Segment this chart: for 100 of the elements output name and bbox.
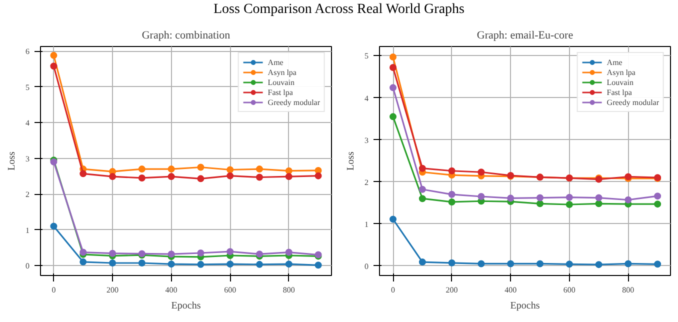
y-tick-label: 6	[26, 47, 30, 56]
point	[285, 173, 292, 180]
legend-label: Greedy modular	[606, 97, 659, 107]
y-tick-label: 4	[26, 118, 30, 128]
legend-label: Fast lpa	[268, 87, 293, 97]
y-tick-label: 0	[26, 261, 30, 270]
point	[138, 260, 146, 266]
point	[536, 194, 544, 202]
point	[285, 248, 292, 256]
y-tick-label: 3	[26, 154, 30, 164]
legend-label: Greedy modular	[268, 97, 320, 107]
point	[226, 248, 234, 256]
point	[226, 260, 234, 268]
point	[285, 167, 292, 174]
point	[390, 64, 397, 72]
x-tick-label: 800	[622, 286, 634, 294]
legend-label: Louvain	[268, 77, 294, 87]
text: Loss Comparison Across Real World Graphs	[214, 1, 464, 19]
point	[109, 173, 116, 180]
point	[418, 195, 426, 202]
legend-label: Fast lpa	[606, 87, 632, 97]
legend-label: Asyn lpa	[606, 67, 636, 77]
point	[226, 172, 234, 180]
point	[624, 196, 632, 204]
x-tick-label: 600	[563, 286, 576, 294]
y-tick-label: 1	[26, 226, 30, 235]
legend-label: Louvain	[606, 77, 634, 87]
point	[478, 168, 485, 176]
point	[109, 260, 116, 266]
point	[390, 216, 397, 223]
point	[50, 62, 58, 70]
point	[566, 194, 573, 201]
legend-label: Ame	[268, 57, 284, 67]
x-tick-label: 400	[504, 286, 517, 294]
x-tick-label: 400	[165, 286, 178, 294]
point	[536, 200, 544, 208]
chart-title: Graph: email-Eu-core	[476, 30, 574, 42]
y-tick-label: 1	[364, 220, 368, 229]
point	[448, 198, 456, 206]
point	[536, 260, 544, 268]
y-tick-label: 0	[364, 262, 368, 271]
point	[80, 258, 87, 266]
point	[256, 174, 263, 181]
chart-title: Graph: combination	[142, 30, 231, 42]
legend-label: Ame	[606, 57, 624, 67]
point	[138, 166, 146, 173]
point	[390, 113, 397, 120]
point	[314, 262, 322, 269]
y-axis-title: Loss	[346, 151, 356, 170]
point	[654, 260, 662, 268]
y-tick-label: 5	[364, 52, 368, 61]
point	[418, 258, 426, 266]
y-tick-label: 4	[364, 94, 368, 103]
point	[654, 200, 662, 208]
point	[595, 261, 602, 268]
point	[478, 193, 485, 200]
point	[197, 250, 204, 256]
y-tick-label: 2	[364, 178, 368, 187]
point	[197, 175, 204, 182]
point	[256, 260, 263, 268]
point	[566, 260, 573, 268]
point	[478, 260, 485, 268]
point	[566, 200, 573, 208]
x-tick-label: 0	[52, 286, 56, 294]
legend-label: Asyn lpa	[268, 67, 296, 77]
point	[197, 164, 204, 171]
point	[197, 260, 204, 268]
point	[624, 260, 632, 268]
point	[507, 194, 514, 202]
point	[50, 222, 58, 230]
point	[418, 186, 426, 193]
point	[507, 260, 514, 268]
point	[80, 170, 87, 178]
point	[138, 174, 146, 182]
point	[418, 164, 426, 172]
point	[226, 166, 234, 174]
x-tick-label: 0	[391, 286, 396, 294]
point	[285, 260, 292, 268]
point	[448, 190, 456, 198]
y-tick-label: 2	[26, 190, 30, 200]
point	[595, 200, 602, 208]
point	[390, 54, 397, 60]
point	[390, 84, 397, 92]
point	[109, 250, 116, 257]
y-tick-label: 5	[26, 82, 30, 92]
point	[168, 166, 175, 173]
point	[654, 192, 662, 200]
point	[448, 259, 456, 266]
x-axis-title: Epochs	[171, 300, 201, 312]
x-tick-label: 800	[282, 286, 295, 294]
x-axis-title: Epochs	[510, 300, 540, 312]
point	[314, 172, 322, 180]
x-tick-label: 200	[106, 286, 119, 294]
point	[256, 166, 263, 173]
point	[595, 194, 602, 202]
x-tick-label: 600	[224, 286, 236, 294]
point	[50, 52, 58, 59]
x-tick-label: 200	[446, 286, 458, 294]
point	[168, 173, 175, 180]
y-tick-label: 3	[364, 136, 368, 145]
